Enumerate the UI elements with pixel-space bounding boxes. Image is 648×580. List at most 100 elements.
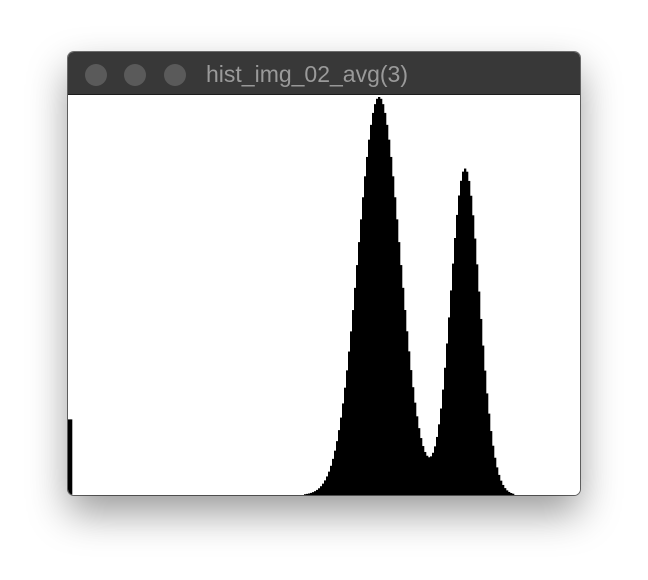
histogram-bar — [486, 393, 489, 495]
histogram-bar — [312, 492, 315, 495]
histogram-bar — [354, 287, 357, 495]
histogram-bar — [442, 389, 445, 495]
histogram-bar — [474, 238, 477, 495]
histogram-bar — [434, 446, 437, 495]
histogram-bar — [488, 413, 491, 495]
histogram-bar — [318, 488, 321, 495]
histogram-bar — [364, 176, 367, 495]
histogram-bar — [386, 124, 389, 495]
histogram-bar — [324, 480, 327, 495]
histogram-bar — [438, 424, 441, 495]
histogram-window: hist_img_02_avg(3) — [68, 52, 580, 495]
histogram-bar — [470, 195, 473, 495]
histogram-bar — [376, 98, 379, 495]
minimize-button[interactable] — [124, 64, 146, 86]
histogram-bar — [326, 476, 329, 495]
histogram-bar — [494, 457, 497, 495]
histogram-bar — [422, 446, 425, 495]
histogram-bar — [414, 402, 417, 495]
histogram-bar — [408, 351, 411, 495]
histogram-bar — [380, 98, 383, 495]
histogram-bar — [320, 486, 323, 495]
histogram-bar — [498, 474, 501, 495]
histogram-bar — [454, 238, 457, 495]
histogram-bar — [392, 176, 395, 495]
histogram-bar — [322, 483, 325, 495]
histogram-bar — [420, 438, 423, 495]
zoom-button[interactable] — [164, 64, 186, 86]
histogram-bar — [378, 97, 381, 495]
histogram-bar — [460, 180, 463, 495]
histogram-bar — [426, 455, 429, 495]
histogram-bar — [336, 441, 339, 495]
histogram-bar — [310, 492, 313, 495]
histogram-bar — [432, 452, 435, 495]
histogram-canvas — [68, 95, 580, 495]
histogram-bar — [396, 219, 399, 495]
histogram-bar — [338, 430, 341, 495]
histogram-bar — [374, 104, 377, 495]
histogram-bar — [68, 419, 71, 495]
histogram-bar — [444, 367, 447, 495]
histogram-bar — [508, 491, 511, 495]
histogram-bar — [404, 310, 407, 495]
histogram-bar — [370, 124, 373, 495]
histogram-bar — [490, 431, 493, 495]
histogram-bar — [452, 263, 455, 495]
histogram-bar — [476, 264, 479, 495]
histogram-bar — [340, 417, 343, 495]
histogram-bar — [446, 343, 449, 495]
histogram-bar — [502, 484, 505, 495]
histogram-bar — [484, 370, 487, 495]
histogram-bar — [356, 265, 359, 495]
histogram-bar — [330, 465, 333, 495]
histogram-bar — [348, 351, 351, 495]
histogram-bar — [416, 416, 419, 495]
histogram-bar — [510, 493, 513, 495]
title-bar[interactable]: hist_img_02_avg(3) — [68, 52, 580, 95]
histogram-bar — [400, 265, 403, 495]
close-button[interactable] — [85, 64, 107, 86]
histogram-bar — [418, 428, 421, 495]
histogram-bar — [512, 493, 515, 495]
window-title: hist_img_02_avg(3) — [206, 61, 409, 87]
histogram-bar — [384, 112, 387, 495]
histogram-bar — [308, 493, 311, 495]
histogram-bar — [448, 317, 451, 495]
histogram-bar — [382, 104, 385, 495]
histogram-bar — [478, 291, 481, 495]
histogram-chart — [68, 97, 515, 495]
histogram-bar — [464, 168, 467, 495]
histogram-bar — [492, 445, 495, 495]
histogram-bar — [390, 156, 393, 495]
histogram-bar — [316, 489, 319, 495]
histogram-bar — [466, 171, 469, 495]
histogram-bar — [496, 467, 499, 495]
histogram-bar — [412, 387, 415, 495]
histogram-bar — [342, 403, 345, 495]
histogram-bar — [462, 171, 465, 495]
histogram-bar — [366, 156, 369, 495]
histogram-bar — [328, 471, 331, 495]
histogram-bar — [304, 494, 307, 495]
histogram-bar — [372, 112, 375, 495]
histogram-bar — [334, 450, 337, 495]
histogram-bar — [430, 456, 433, 495]
histogram-bar — [506, 490, 509, 495]
histogram-bar — [350, 331, 353, 495]
histogram-bar — [306, 493, 309, 495]
histogram-bar — [358, 242, 361, 495]
histogram-bar — [482, 345, 485, 495]
histogram-bar — [332, 458, 335, 495]
histogram-bar — [456, 214, 459, 495]
histogram-bar — [314, 491, 317, 495]
histogram-bar — [352, 310, 355, 495]
histogram-bar — [500, 480, 503, 495]
histogram-bar — [424, 451, 427, 495]
histogram-bar — [394, 197, 397, 495]
histogram-bar — [402, 287, 405, 495]
histogram-bar — [450, 290, 453, 495]
histogram-bar — [406, 331, 409, 495]
histogram-bar — [346, 370, 349, 495]
histogram-bar — [360, 219, 363, 495]
